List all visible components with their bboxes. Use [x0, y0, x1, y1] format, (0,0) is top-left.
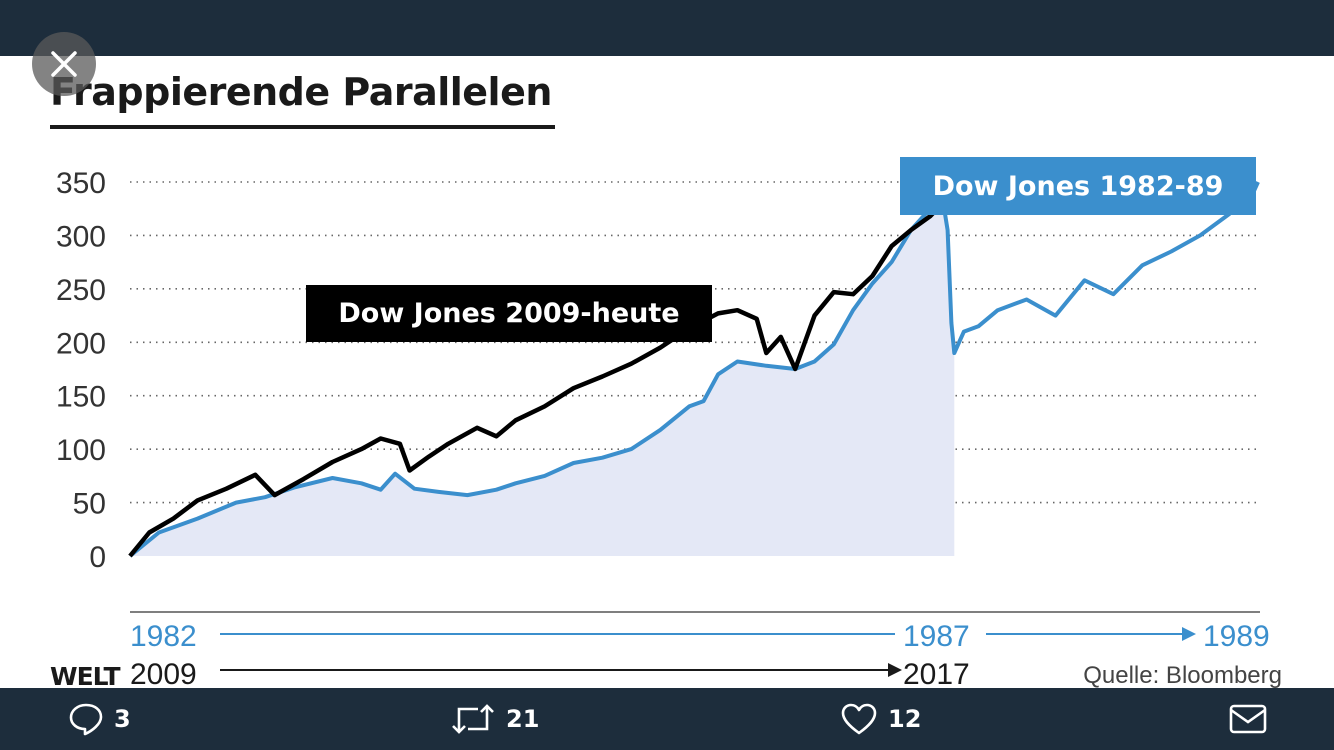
y-tick-label-250: 250: [56, 274, 106, 307]
series-label-dow-jones-1982-89: Dow Jones 1982-89: [900, 157, 1256, 215]
reply-count: 3: [114, 705, 131, 733]
y-axis-ticks: 0 50 100 150 200 250 300 350: [56, 167, 106, 574]
tweet-image[interactable]: 0 50 100 150 200 250 300 350 1982 1987 1989 200…: [0, 56, 1334, 688]
direct-message-button[interactable]: [1228, 688, 1268, 750]
title-underline: [50, 125, 555, 129]
x-label-2009: 2009: [130, 658, 197, 688]
line-chart: 0 50 100 150 200 250 300 350 1982 1987 1989 200…: [56, 167, 1270, 688]
x-label-1989: 1989: [1203, 620, 1270, 653]
envelope-icon: [1229, 704, 1267, 734]
y-tick-label-150: 150: [56, 381, 106, 414]
series-line-dow-jones-2009-heute: [128, 189, 952, 558]
y-tick-label-100: 100: [56, 434, 106, 467]
like-button[interactable]: 12: [840, 688, 921, 750]
top-bar: [0, 0, 1334, 56]
retweet-count: 21: [506, 705, 540, 733]
timeline-blue-arrow: [1182, 627, 1196, 641]
heart-icon: [841, 703, 877, 735]
publisher-logo: WELT: [50, 662, 120, 688]
source-note: Quelle: Bloomberg: [1083, 662, 1282, 688]
y-tick-label-50: 50: [73, 488, 106, 521]
close-icon: [51, 51, 77, 77]
y-tick-label-0: 0: [89, 541, 106, 574]
series-label-dow-jones-2009-heute: Dow Jones 2009-heute: [306, 285, 712, 342]
like-count: 12: [888, 705, 922, 733]
reply-button[interactable]: 3: [68, 688, 131, 750]
y-tick-label-200: 200: [56, 327, 106, 360]
chart-title: Frappierende Parallelen: [50, 70, 552, 114]
y-tick-label-300: 300: [56, 220, 106, 253]
retweet-icon: [452, 704, 494, 734]
retweet-button[interactable]: 21: [450, 688, 539, 750]
area-fill-dow-jones-1982-89: [130, 194, 955, 557]
y-tick-label-350: 350: [56, 167, 106, 200]
timeline-black-arrow: [888, 663, 902, 677]
x-label-2017: 2017: [903, 658, 970, 688]
tweet-action-bar: 3 21 12: [0, 688, 1334, 750]
x-label-1987: 1987: [903, 620, 970, 653]
x-label-1982: 1982: [130, 620, 197, 653]
reply-icon: [69, 703, 103, 736]
series-line-dow-jones-1982-89: [128, 181, 1260, 558]
close-button[interactable]: [32, 32, 96, 96]
